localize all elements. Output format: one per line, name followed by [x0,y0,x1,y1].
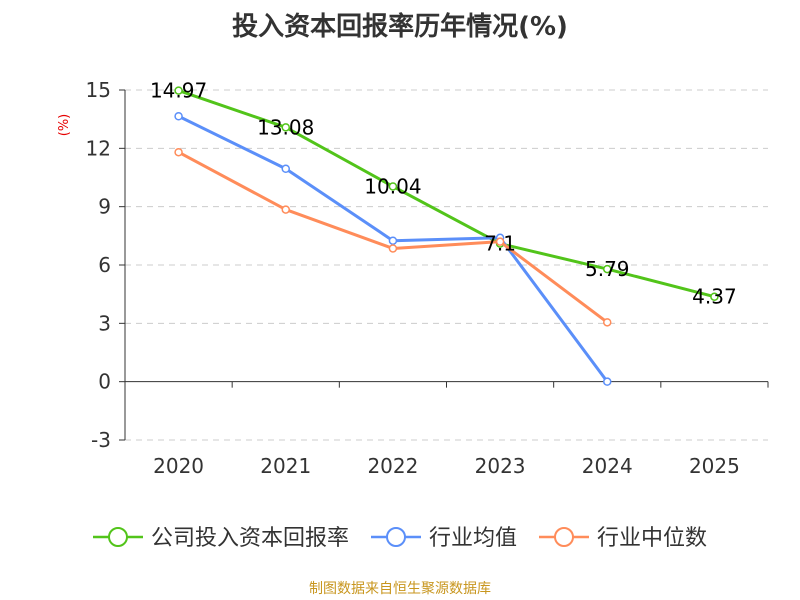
source-note: 制图数据来自恒生聚源数据库 [309,581,491,597]
x-tick-label: 2023 [475,454,526,478]
data-label: 13.08 [257,115,314,139]
data-point [174,86,183,95]
axes: -3 0 3 6 9 12 15 2020 2021 2022 2023 2024 2025 (%) [57,78,769,478]
y-axis-label: (%) [57,114,72,137]
legend-item-2[interactable]: 行业中位数 [539,526,707,551]
data-point [388,244,398,253]
legend-item-0[interactable]: 公司投入资本回报率 [93,526,349,551]
data-point [603,264,612,274]
gridlines [125,89,768,441]
legend-marker [108,527,128,547]
y-tick-label: 0 [98,370,111,394]
y-tick-label: 15 [86,78,111,102]
data-point [388,182,398,191]
series-line-0 [178,89,715,299]
series-lines [174,86,719,386]
data-point [603,377,612,386]
x-tick-label: 2024 [582,454,633,478]
data-point [281,205,290,214]
legend[interactable]: 公司投入资本回报率 行业均值 行业中位数 [93,526,707,551]
y-tick-label: 9 [98,195,111,219]
legend-label: 公司投入资本回报率 [151,526,349,551]
x-tick-label: 2025 [689,454,740,478]
chart-title: 投入资本回报率历年情况(%) [232,12,568,42]
y-tick-label: 3 [98,311,111,335]
data-label: 14.97 [150,79,207,103]
data-label: 4.37 [692,285,737,309]
legend-label: 行业均值 [429,526,517,551]
legend-label: 行业中位数 [597,526,707,551]
data-point [388,236,398,245]
legend-marker [554,527,574,547]
data-label: 10.04 [364,174,421,198]
legend-marker [386,527,406,547]
data-labels: 14.97 13.08 10.04 7.1 5.79 4.37 [150,79,737,309]
y-tick-label: 6 [98,253,111,277]
legend-item-1[interactable]: 行业均值 [371,526,517,551]
x-tick-label: 2020 [153,454,204,478]
data-label: 7.1 [484,232,516,256]
data-point [495,237,505,246]
data-point [281,123,290,132]
data-point [281,164,290,173]
y-tick-label: 12 [86,136,111,160]
data-point [710,292,719,301]
x-tick-label: 2021 [260,454,311,478]
data-point [603,318,612,327]
data-point [174,112,183,121]
y-tick-label: -3 [91,428,111,452]
data-label: 5.79 [585,257,630,281]
data-point [174,147,183,157]
x-tick-label: 2022 [367,454,418,478]
